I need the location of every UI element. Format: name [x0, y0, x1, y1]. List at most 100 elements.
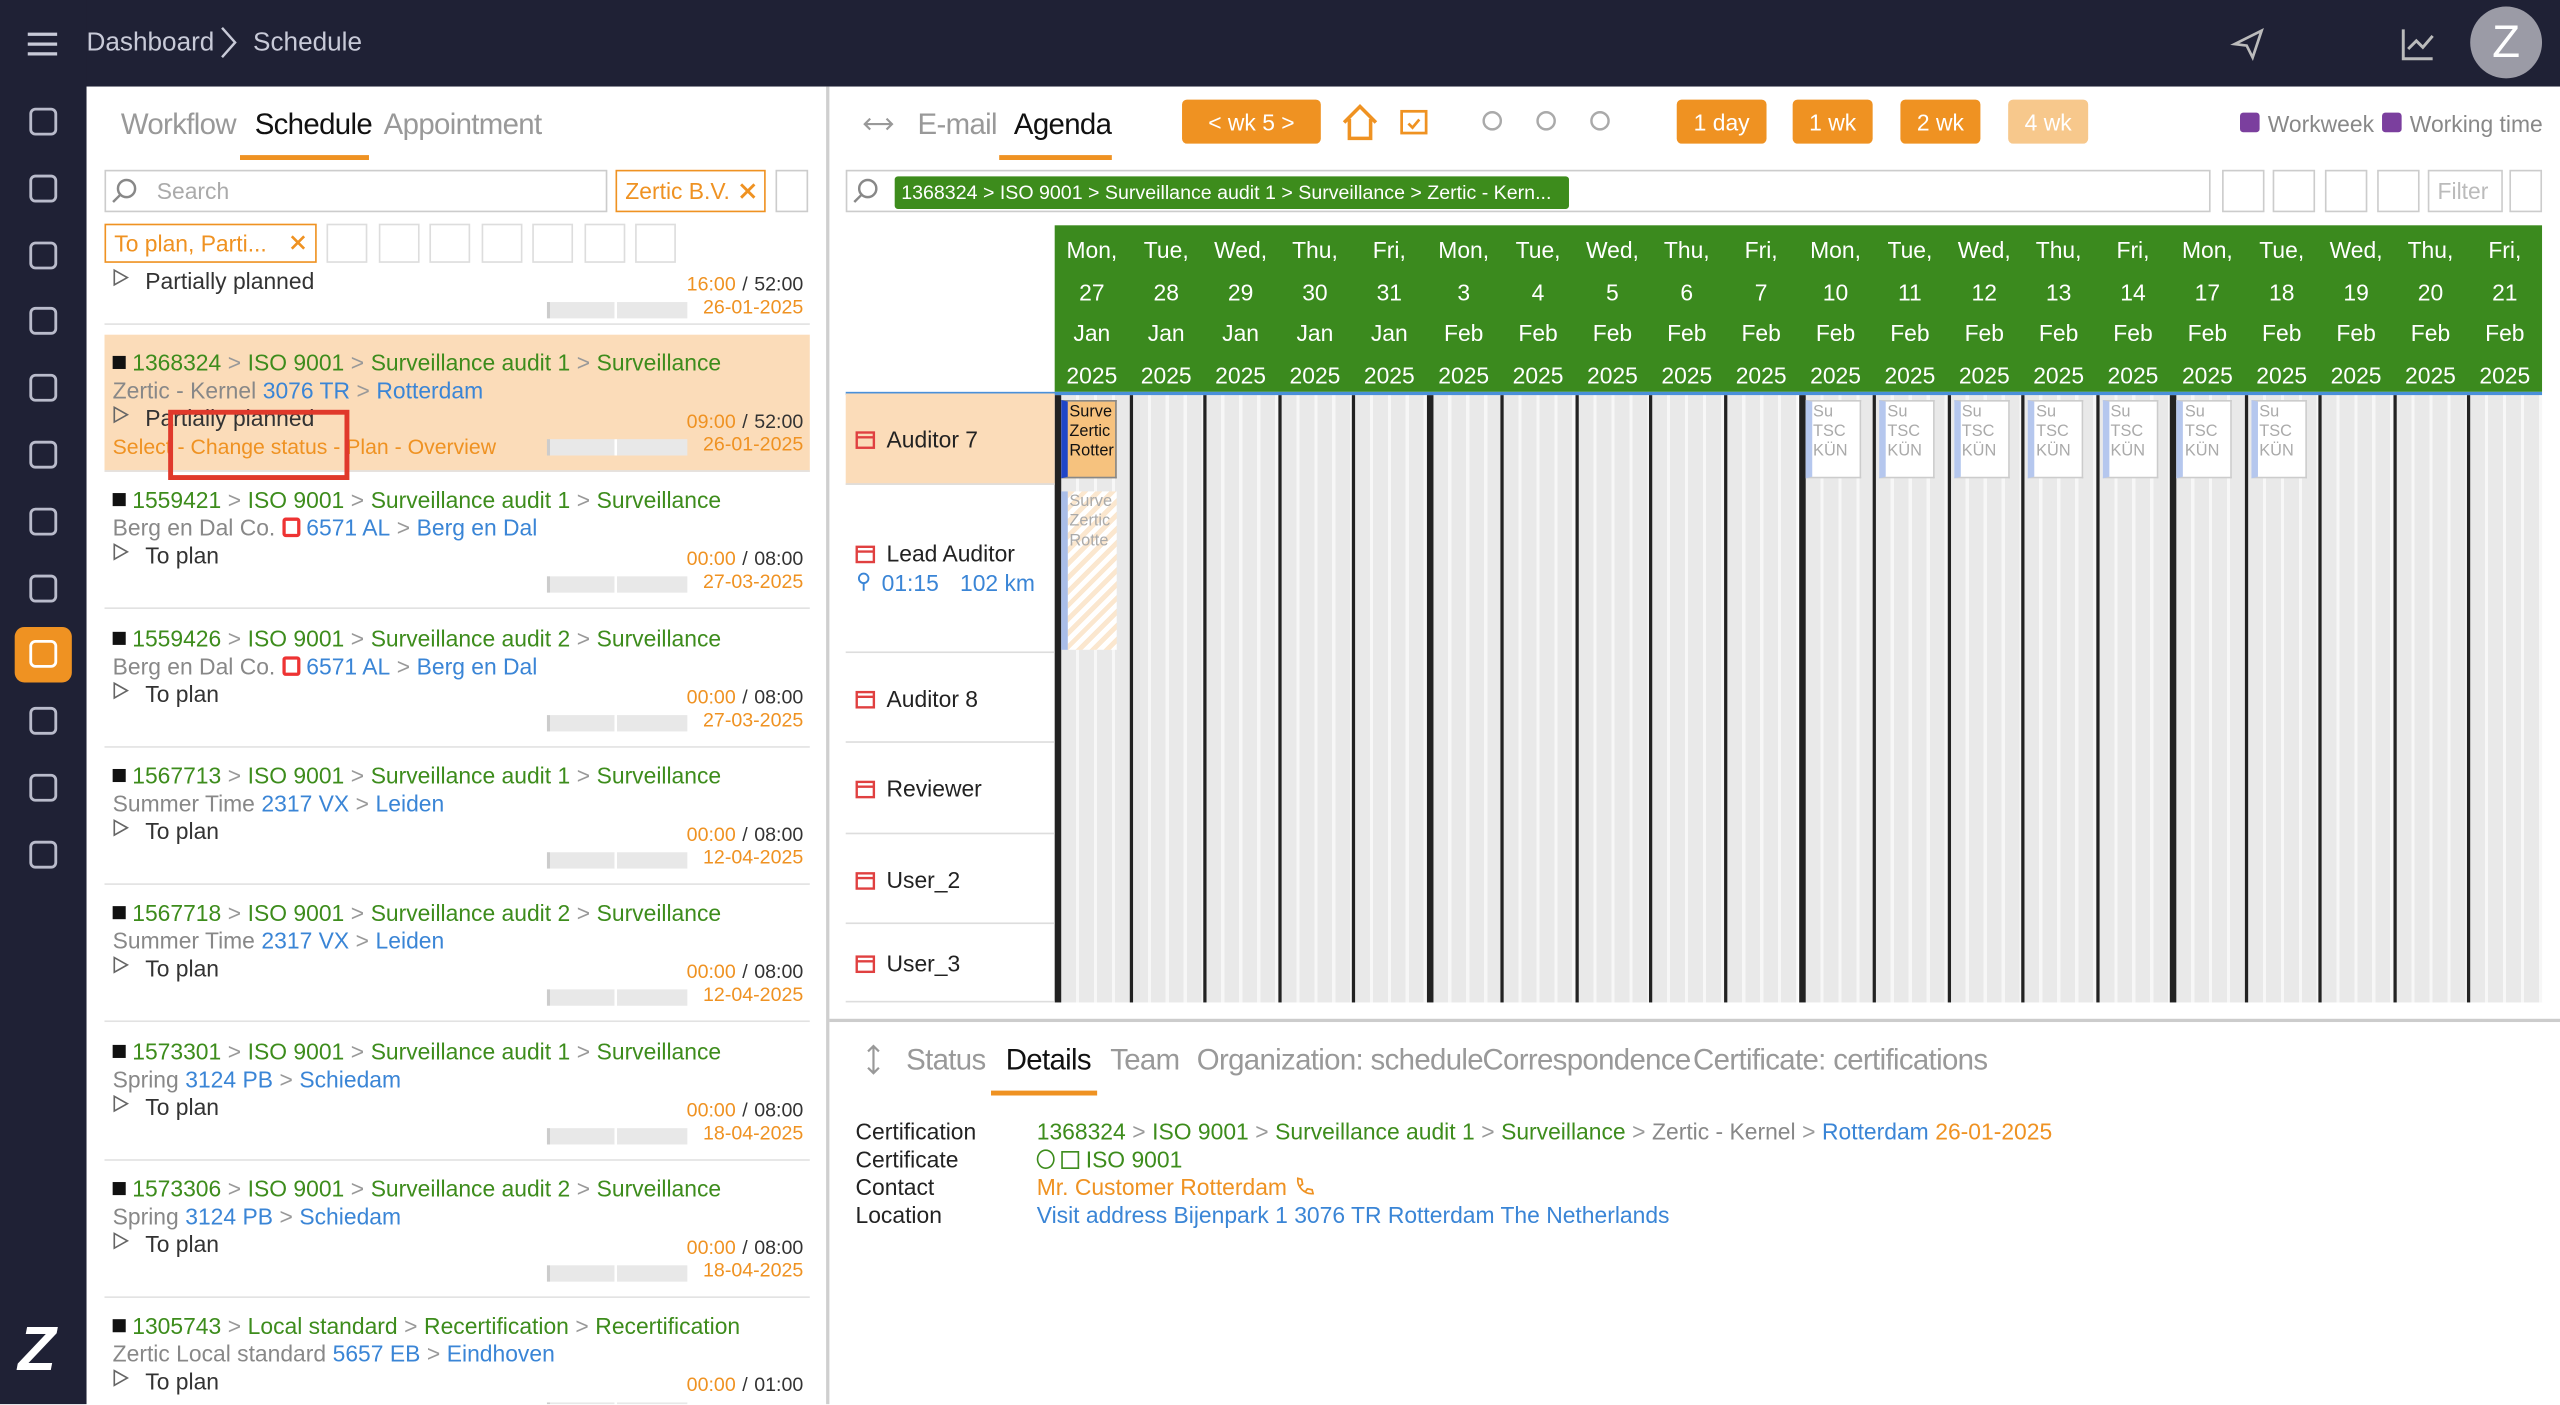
filter-toggle[interactable] [326, 223, 368, 263]
tab[interactable]: Workflow [120, 107, 237, 141]
resize-icon[interactable] [857, 1043, 890, 1076]
chart-icon[interactable] [2398, 24, 2437, 63]
sort-button[interactable] [2509, 169, 2543, 213]
day-header[interactable]: Wed, 19 Feb 2025 [2319, 230, 2393, 393]
day-header[interactable]: Tue, 18 Feb 2025 [2245, 230, 2319, 393]
resource-cell[interactable]: Auditor 8 [845, 653, 1055, 743]
filter-toggle[interactable] [480, 223, 522, 263]
tab[interactable]: Appointment [383, 107, 542, 141]
expand-icon[interactable] [111, 405, 131, 425]
nav-icon[interactable] [24, 169, 62, 207]
tab[interactable]: E-mail [917, 107, 998, 141]
contact[interactable]: Mr. Customer Rotterdam [1036, 1173, 1287, 1200]
nav-icon[interactable] [24, 503, 62, 541]
tool-button[interactable] [2272, 169, 2316, 213]
day-header[interactable]: Mon, 10 Feb 2025 [1798, 230, 1872, 393]
work-item[interactable]: 1567713 > ISO 9001 > Surveillance audit 1 > Su… [104, 748, 810, 885]
nav-icon[interactable] [24, 436, 62, 474]
nav-icon[interactable] [24, 103, 62, 141]
status-filter[interactable] [104, 223, 317, 263]
swap-icon[interactable] [862, 108, 895, 141]
nav-icon[interactable] [24, 636, 62, 674]
range-button[interactable]: 2 wk [1900, 99, 1981, 144]
tab[interactable]: Schedule [254, 107, 373, 141]
work-item[interactable]: 1567718 > ISO 9001 > Surveillance audit 2 > Su… [104, 885, 810, 1023]
nav-button[interactable] [1585, 106, 1614, 135]
tab[interactable]: Team [1110, 1043, 1180, 1076]
menu-icon[interactable] [23, 24, 62, 63]
work-item[interactable]: 1559426 > ISO 9001 > Surveillance audit 2 > Su… [104, 610, 810, 748]
item-actions[interactable]: Select - Change status - Plan - Overview [112, 434, 497, 459]
day-header[interactable]: Mon, 17 Feb 2025 [2170, 230, 2244, 393]
tab[interactable]: Status [906, 1043, 986, 1076]
resource-cell[interactable]: User_3 [845, 924, 1055, 1003]
event[interactable]: Su TSC KÜN [2176, 399, 2233, 479]
filter-toggle[interactable] [635, 223, 676, 263]
day-header[interactable]: Fri, 21 Feb 2025 [2468, 230, 2542, 393]
expand-icon[interactable] [111, 268, 131, 288]
event[interactable]: Surve Zertic Rotter [1061, 399, 1117, 479]
org-filter[interactable] [615, 169, 766, 213]
expand-icon[interactable] [111, 1368, 131, 1388]
breadcrumb-item[interactable]: Dashboard [86, 29, 215, 58]
checkbox[interactable] [2240, 112, 2260, 133]
day-header[interactable]: Wed, 12 Feb 2025 [1947, 230, 2021, 393]
day-header[interactable]: Mon, 3 Feb 2025 [1427, 230, 1501, 393]
tool-button[interactable] [2222, 169, 2265, 213]
tab[interactable]: Correspondence [1482, 1043, 1691, 1076]
location[interactable]: Visit address Bijenpark 1 3076 TR Rotter… [1036, 1201, 1670, 1228]
resource-cell[interactable]: Lead Auditor 01:15 102 km [845, 485, 1055, 654]
range-button[interactable]: 4 wk [2008, 99, 2089, 144]
day-header[interactable]: Wed, 5 Feb 2025 [1575, 230, 1649, 393]
send-icon[interactable] [2230, 26, 2266, 62]
filter-toggle[interactable] [429, 223, 471, 263]
expand-icon[interactable] [111, 1231, 131, 1251]
range-button[interactable]: 1 wk [1792, 99, 1873, 144]
event[interactable]: Surve Zertic Rotte [1061, 491, 1117, 650]
nav-icon[interactable] [24, 369, 62, 407]
day-header[interactable]: Mon, 27 Jan 2025 [1055, 230, 1129, 393]
day-header[interactable]: Thu, 6 Feb 2025 [1650, 230, 1724, 393]
event[interactable]: Su TSC KÜN [1953, 399, 2010, 479]
nav-icon[interactable] [24, 769, 62, 807]
tab[interactable]: Organization: schedule [1196, 1043, 1484, 1076]
work-item[interactable]: 1305743 > Local standard > Recertification > R… [104, 1298, 809, 1405]
day-header[interactable]: Tue, 11 Feb 2025 [1873, 230, 1947, 393]
expand-icon[interactable] [111, 680, 131, 700]
event[interactable]: Su TSC KÜN [2102, 399, 2158, 479]
filter-button[interactable] [2427, 169, 2503, 213]
clear-icon[interactable] [736, 180, 759, 203]
tool-button[interactable] [2324, 169, 2368, 213]
checkbox[interactable] [2382, 112, 2402, 133]
sort-button[interactable] [775, 169, 809, 213]
resource-cell[interactable]: Auditor 7 [845, 393, 1055, 485]
nav-icon[interactable] [24, 836, 62, 874]
day-header[interactable]: Fri, 31 Jan 2025 [1352, 230, 1426, 393]
expand-icon[interactable] [111, 1093, 131, 1113]
expand-icon[interactable] [111, 955, 131, 975]
event[interactable]: Su TSC KÜN [2251, 399, 2307, 479]
nav-button[interactable] [1531, 106, 1560, 135]
clear-icon[interactable] [287, 232, 308, 253]
day-header[interactable]: Tue, 4 Feb 2025 [1501, 230, 1575, 393]
work-item[interactable]: 1573306 > ISO 9001 > Surveillance audit 2 > Su… [104, 1160, 810, 1298]
tab[interactable]: Agenda [1013, 107, 1112, 141]
filter-toggle[interactable] [583, 223, 625, 263]
event[interactable]: Su TSC KÜN [1879, 399, 1935, 479]
day-header[interactable]: Thu, 30 Jan 2025 [1278, 230, 1352, 393]
nav-icon[interactable] [24, 303, 62, 341]
today-icon[interactable] [1398, 104, 1431, 137]
day-header[interactable]: Thu, 20 Feb 2025 [2393, 230, 2467, 393]
filter-toggle[interactable] [377, 223, 419, 263]
work-item[interactable]: 1559421 > ISO 9001 > Surveillance audit 1 > Su… [104, 472, 810, 610]
home-icon[interactable] [1339, 101, 1381, 143]
nav-button[interactable] [1478, 106, 1507, 135]
day-header[interactable]: Wed, 29 Jan 2025 [1203, 230, 1277, 393]
nav-icon[interactable] [24, 236, 62, 274]
day-header[interactable]: Thu, 13 Feb 2025 [2021, 230, 2095, 393]
resource-cell[interactable]: Reviewer [845, 743, 1055, 835]
work-item[interactable]: 1368324 > ISO 9001 > Surveillance audit 1 > Su… [104, 334, 810, 472]
day-header[interactable]: Fri, 7 Feb 2025 [1724, 230, 1798, 393]
expand-icon[interactable] [111, 543, 131, 563]
work-item[interactable]: 1573301 > ISO 9001 > Surveillance audit 1 > Su… [104, 1023, 810, 1160]
